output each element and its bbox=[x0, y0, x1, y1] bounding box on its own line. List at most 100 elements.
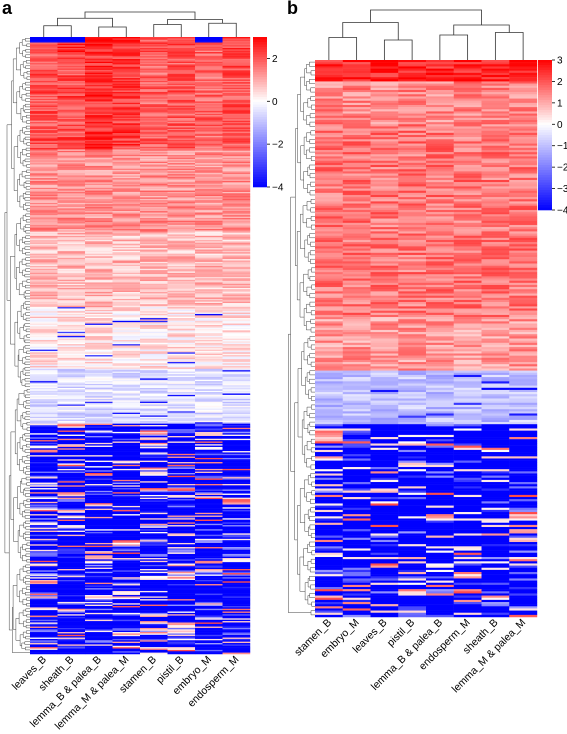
heatmap-cell bbox=[222, 120, 251, 123]
heatmap-cell bbox=[370, 188, 399, 191]
heatmap-cell bbox=[57, 164, 86, 167]
heatmap-cell bbox=[222, 101, 251, 104]
heatmap-cell bbox=[167, 381, 196, 383]
heatmap-cell bbox=[85, 222, 113, 224]
heatmap-cell bbox=[222, 230, 251, 232]
heatmap-cell bbox=[85, 392, 113, 394]
heatmap-cell bbox=[112, 471, 141, 474]
heatmap-cell bbox=[85, 68, 113, 71]
heatmap-cell bbox=[140, 407, 168, 409]
heatmap-cell bbox=[481, 199, 510, 202]
heatmap-cell bbox=[222, 577, 251, 579]
heatmap-cell bbox=[85, 596, 113, 599]
heatmap-cell bbox=[195, 494, 223, 497]
heatmap-cell bbox=[57, 307, 86, 309]
heatmap-cell bbox=[30, 435, 58, 438]
heatmap-cell bbox=[453, 89, 482, 93]
heatmap-cell bbox=[481, 184, 510, 187]
heatmap-cell bbox=[195, 190, 223, 193]
heatmap-cell bbox=[140, 185, 168, 187]
heatmap-cell bbox=[195, 49, 223, 51]
heatmap-cell bbox=[398, 310, 427, 314]
heatmap-cell bbox=[315, 85, 343, 89]
heatmap-cell bbox=[370, 126, 399, 129]
heatmap-cell bbox=[195, 82, 223, 84]
heatmap-cell bbox=[140, 127, 168, 130]
heatmap-cell bbox=[112, 462, 141, 464]
heatmap-cell bbox=[167, 69, 196, 72]
heatmap-cell bbox=[222, 194, 251, 197]
heatmap-cell bbox=[112, 108, 141, 110]
dendrogram-branch bbox=[10, 431, 16, 520]
heatmap-cell bbox=[222, 632, 251, 634]
heatmap-cell bbox=[315, 117, 343, 121]
heatmap-cell bbox=[57, 437, 86, 439]
heatmap-cell bbox=[167, 101, 196, 104]
heatmap-cell bbox=[195, 337, 223, 339]
dendrogram-branch bbox=[25, 219, 30, 223]
dendrogram-branch bbox=[310, 327, 315, 333]
dendrogram-branch bbox=[453, 24, 510, 35]
heatmap-cell bbox=[112, 584, 141, 586]
heatmap-cell bbox=[112, 512, 141, 515]
heatmap-cell bbox=[30, 604, 58, 607]
heatmap-cell bbox=[85, 139, 113, 142]
heatmap-cell bbox=[57, 536, 86, 538]
heatmap-cell bbox=[85, 570, 113, 572]
heatmap-cell bbox=[85, 146, 113, 149]
heatmap-cell bbox=[30, 159, 58, 161]
heatmap-cell bbox=[481, 94, 510, 97]
heatmap-cell bbox=[112, 614, 141, 616]
heatmap-cell bbox=[57, 270, 86, 272]
heatmap-cell bbox=[453, 128, 482, 131]
heatmap-cell bbox=[140, 588, 168, 590]
heatmap-cell bbox=[222, 477, 251, 479]
heatmap-cell bbox=[140, 245, 168, 248]
heatmap-cell bbox=[85, 313, 113, 316]
heatmap-cell bbox=[57, 224, 86, 227]
heatmap-cell bbox=[195, 511, 223, 514]
heatmap-cell bbox=[222, 116, 251, 119]
heatmap-cell bbox=[30, 128, 58, 131]
heatmap-cell bbox=[315, 197, 343, 200]
heatmap-cell bbox=[85, 224, 113, 227]
heatmap-cell bbox=[57, 544, 86, 546]
heatmap-cell bbox=[167, 500, 196, 503]
heatmap-cell bbox=[167, 479, 196, 482]
heatmap-cell bbox=[426, 293, 454, 296]
heatmap-cell bbox=[30, 397, 58, 400]
heatmap-cell bbox=[85, 226, 113, 228]
heatmap-cell bbox=[140, 441, 168, 444]
heatmap-cell bbox=[140, 119, 168, 121]
heatmap-cell bbox=[57, 340, 86, 342]
heatmap-cell bbox=[167, 294, 196, 297]
heatmap-cell bbox=[140, 322, 168, 324]
heatmap-cell bbox=[112, 514, 141, 516]
heatmap-cell bbox=[195, 267, 223, 269]
heatmap-cell bbox=[167, 301, 196, 304]
heatmap-cell bbox=[222, 434, 251, 437]
heatmap-cell bbox=[112, 388, 141, 390]
heatmap-cell bbox=[30, 331, 58, 334]
heatmap-cell bbox=[57, 208, 86, 211]
heatmap-cell bbox=[481, 102, 510, 106]
heatmap-cell bbox=[85, 248, 113, 250]
heatmap-cell bbox=[195, 342, 223, 345]
heatmap-cell bbox=[167, 57, 196, 60]
heatmap-cell bbox=[167, 386, 196, 389]
heatmap-cell bbox=[30, 153, 58, 156]
heatmap-cell bbox=[195, 640, 223, 642]
heatmap-cell bbox=[222, 161, 251, 164]
heatmap-cell bbox=[57, 276, 86, 279]
heatmap-cell bbox=[57, 555, 86, 557]
heatmap-cell bbox=[195, 253, 223, 256]
dendrogram-branch bbox=[19, 502, 24, 515]
heatmap-cell bbox=[509, 72, 538, 76]
heatmap-cell bbox=[57, 326, 86, 328]
heatmap-cell bbox=[140, 41, 168, 43]
heatmap-cell bbox=[315, 308, 343, 311]
heatmap-cell bbox=[167, 493, 196, 496]
heatmap-cell bbox=[222, 46, 251, 49]
heatmap-cell bbox=[398, 158, 427, 161]
heatmap-cell bbox=[342, 156, 371, 159]
